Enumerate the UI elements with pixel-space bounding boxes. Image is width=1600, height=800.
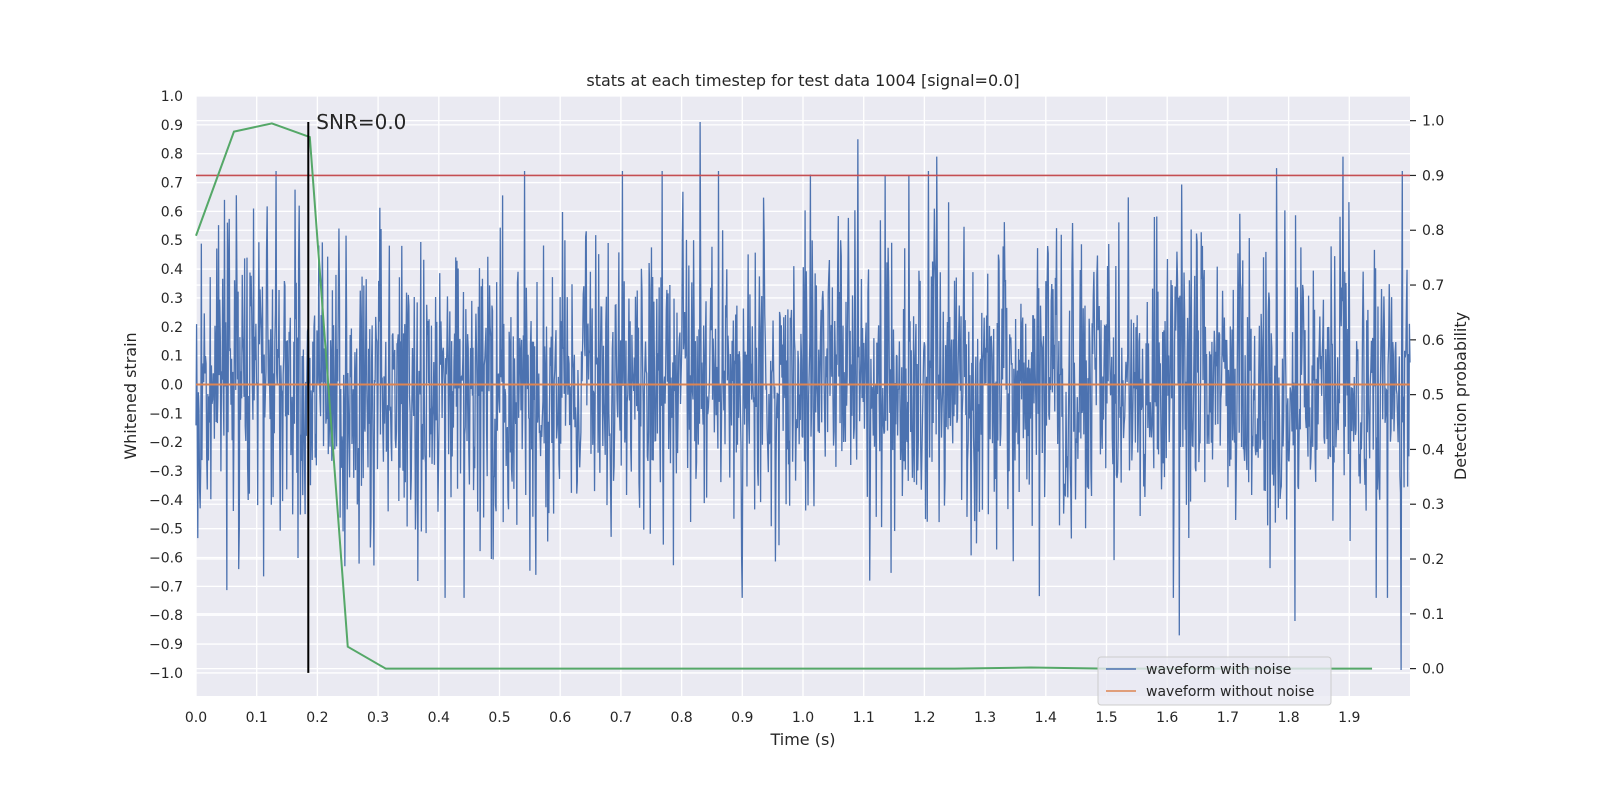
x-tick-label: 0.7 bbox=[610, 710, 632, 726]
y-tick-label: −0.6 bbox=[149, 551, 183, 567]
x-tick-label: 1.1 bbox=[853, 710, 875, 726]
chart-title: stats at each timestep for test data 100… bbox=[586, 71, 1019, 90]
x-tick-label: 1.9 bbox=[1338, 710, 1360, 726]
x-tick-label: 0.8 bbox=[670, 710, 692, 726]
x-tick-label: 1.0 bbox=[792, 710, 814, 726]
y-tick-label: 0.9 bbox=[161, 118, 183, 134]
y-axis-label: Whitened strain bbox=[121, 332, 140, 459]
x-tick-label: 0.0 bbox=[185, 710, 207, 726]
x-tick-label: 0.1 bbox=[246, 710, 268, 726]
legend-label-noise: waveform with noise bbox=[1146, 662, 1291, 678]
y-right-tick-label: 0.7 bbox=[1422, 278, 1444, 294]
series-line-waveform-with-noise bbox=[195, 121, 1411, 671]
x-tick-label: 0.6 bbox=[549, 710, 571, 726]
y-tick-label: 0.3 bbox=[161, 291, 183, 307]
y-right-tick-label: 0.8 bbox=[1422, 223, 1444, 239]
y-right-tick-label: 1.0 bbox=[1422, 114, 1444, 130]
annotation-layer: SNR=0.0 bbox=[307, 110, 406, 673]
y-tick-label: −1.0 bbox=[149, 666, 183, 682]
y-tick-label: 0.1 bbox=[161, 349, 183, 365]
y-tick-label: −0.8 bbox=[149, 608, 183, 624]
y-tick-label: −0.3 bbox=[149, 464, 183, 480]
y-right-tick-label: 0.6 bbox=[1422, 333, 1444, 349]
y-tick-label: −0.9 bbox=[149, 637, 183, 653]
y-tick-label: 0.7 bbox=[161, 176, 183, 192]
y-right-tick-label: 0.4 bbox=[1422, 442, 1444, 458]
y-tick-label: 1.0 bbox=[161, 89, 183, 105]
x-tick-label: 1.5 bbox=[1095, 710, 1117, 726]
x-tick-label: 0.2 bbox=[306, 710, 328, 726]
x-tick-label: 0.5 bbox=[488, 710, 510, 726]
y-tick-label: −0.7 bbox=[149, 579, 183, 595]
y-right-tick-label: 0.9 bbox=[1422, 168, 1444, 184]
x-tick-label: 0.4 bbox=[428, 710, 450, 726]
y-tick-label: −0.4 bbox=[149, 493, 183, 509]
y-tick-label: 0.4 bbox=[161, 262, 183, 278]
legend-box bbox=[1097, 656, 1332, 706]
x-axis-label: Time (s) bbox=[769, 730, 835, 749]
x-tick-label: 0.9 bbox=[731, 710, 753, 726]
y-tick-label: −0.2 bbox=[149, 435, 183, 451]
y-axis-right-label: Detection probability bbox=[1451, 312, 1470, 480]
x-axis-ticks: 0.0 0.1 0.2 0.3 0.4 0.5 0.6 0.7 0.8 0.9 1.0 1.1 1.2 1… bbox=[185, 710, 1361, 726]
y-tick-label: 0.0 bbox=[161, 377, 183, 393]
x-tick-label: 1.2 bbox=[913, 710, 935, 726]
x-tick-label: 1.7 bbox=[1217, 710, 1239, 726]
y-right-tick-label: 0.2 bbox=[1422, 552, 1444, 568]
y-tick-label: −0.5 bbox=[149, 522, 183, 538]
y-tick-label: −0.1 bbox=[149, 406, 183, 422]
y-right-tick-label: 0.3 bbox=[1422, 497, 1444, 513]
y-tick-label: 0.5 bbox=[161, 233, 183, 249]
y-right-tick-label: 0.1 bbox=[1422, 607, 1444, 623]
x-tick-label: 0.3 bbox=[367, 710, 389, 726]
y-right-tick-label: 0.0 bbox=[1422, 662, 1444, 678]
snr-annotation: SNR=0.0 bbox=[316, 110, 406, 134]
x-tick-label: 1.3 bbox=[974, 710, 996, 726]
y-tick-label: 0.8 bbox=[161, 147, 183, 163]
legend: waveform with noise waveform without noi… bbox=[1097, 656, 1332, 706]
right-axis-ticks: 1.0 0.9 0.8 0.7 0.6 0.5 0.4 0.3 0.2 0.1 0.0 bbox=[1410, 114, 1444, 678]
x-tick-label: 1.4 bbox=[1035, 710, 1057, 726]
x-tick-label: 1.8 bbox=[1277, 710, 1299, 726]
y-tick-label: 0.6 bbox=[161, 204, 183, 220]
y-tick-label: 0.2 bbox=[161, 320, 183, 336]
left-axis-ticks: 1.0 0.9 0.8 0.7 0.6 0.5 0.4 0.3 0.2 0.1 0.0 −0.1 −0.… bbox=[149, 89, 183, 682]
y-right-tick-label: 0.5 bbox=[1422, 388, 1444, 404]
legend-label-clean: waveform without noise bbox=[1146, 684, 1314, 700]
x-tick-label: 1.6 bbox=[1156, 710, 1178, 726]
